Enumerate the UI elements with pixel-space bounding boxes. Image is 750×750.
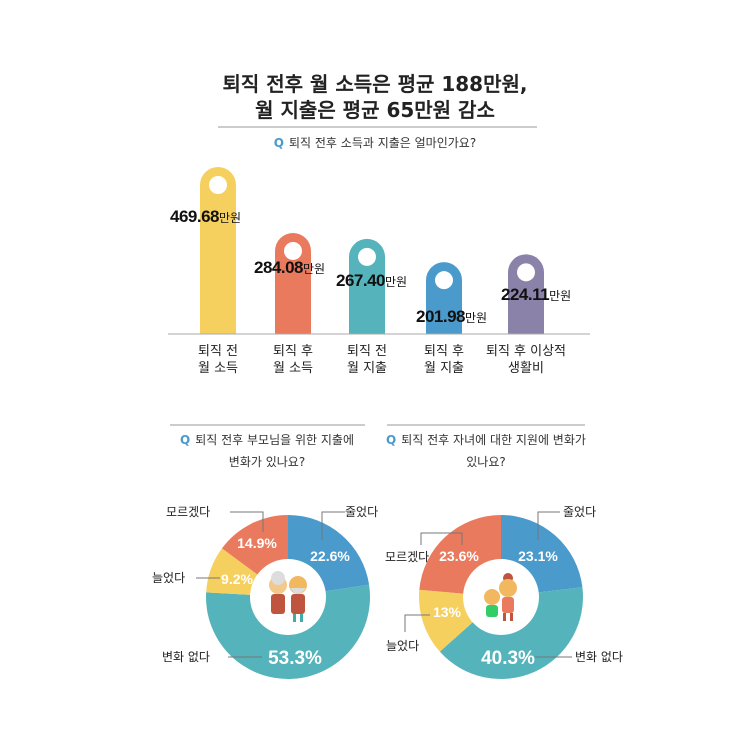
bar	[508, 254, 544, 334]
bar-value-label: 224.11만원	[501, 285, 571, 304]
bar-category-label: 퇴직 전	[347, 344, 387, 359]
bar	[426, 262, 462, 334]
elderly-couple-icon	[269, 571, 307, 622]
bar-category-label: 퇴직 후 이상적	[486, 344, 566, 359]
bar-value-label: 201.98만원	[416, 307, 487, 326]
pie2-label-decreased: 줄었다	[563, 505, 596, 519]
bar	[200, 167, 236, 334]
bar-category-label: 월 지출	[347, 361, 387, 376]
bar	[349, 238, 385, 334]
bar-category-label: 월 지출	[424, 361, 464, 376]
pie2-label-nochange: 변화 없다	[575, 650, 623, 664]
leader-line	[537, 511, 560, 540]
leader-line	[420, 532, 463, 545]
pie1-question-line1: Q 퇴직 전후 부모님을 위한 지출에	[180, 433, 354, 447]
bar-category-label: 퇴직 후	[424, 344, 464, 359]
bar-value-label: 267.40만원	[336, 271, 407, 290]
bar-question: Q 퇴직 전후 소득과 지출은 얼마인가요?	[274, 136, 476, 150]
pie1-label-increased: 늘었다	[152, 571, 185, 585]
pie2-pct-decreased: 23.1%	[518, 548, 558, 564]
bar-cap-dot	[517, 263, 535, 282]
donut-hole	[250, 559, 326, 635]
bar-category-label: 생활비	[508, 361, 544, 376]
donut-hole	[463, 559, 539, 635]
bar-cap-dot	[284, 241, 302, 260]
bar-category-label: 퇴직 후	[273, 344, 313, 359]
leader-line	[321, 511, 345, 540]
bar-value-label: 469.68만원	[170, 207, 241, 226]
pie2-question-line1: Q 퇴직 전후 자녀에 대한 지원에 변화가	[386, 433, 586, 447]
pie1-label-decreased: 줄었다	[345, 505, 378, 519]
pie-chart-children	[418, 515, 583, 679]
pie1-question-line2: 변화가 있나요?	[229, 455, 305, 469]
pie1-pct-unknown: 14.9%	[237, 535, 277, 551]
pie2-pct-unknown: 23.6%	[439, 548, 479, 564]
pie2-question-line2: 있나요?	[466, 455, 506, 469]
pie1-pct-decreased: 22.6%	[310, 548, 350, 564]
leader-line	[230, 511, 264, 532]
bar-category-label: 퇴직 전	[198, 344, 238, 359]
pie1-label-unknown: 모르겠다	[166, 505, 210, 519]
pie2-pct-nochange: 40.3%	[481, 648, 535, 669]
leader-line	[404, 614, 430, 632]
bar-category-label: 월 소득	[273, 361, 313, 376]
pie2-label-increased: 늘었다	[386, 639, 419, 653]
bar-value-label: 284.08만원	[254, 258, 325, 277]
pie1-label-nochange: 변화 없다	[162, 650, 210, 664]
title-line-2: 월 지출은 평균 65만원 감소	[255, 98, 495, 122]
pie1-pct-increased: 9.2%	[221, 571, 253, 587]
bar-cap-dot	[209, 176, 227, 194]
bar-category-label: 월 소득	[198, 361, 238, 376]
title-line-1: 퇴직 전후 월 소득은 평균 188만원,	[223, 72, 528, 96]
bar-cap-dot	[435, 271, 453, 290]
bar-cap-dot	[358, 247, 376, 266]
pie2-label-unknown: 모르겠다	[385, 550, 429, 564]
pie1-pct-nochange: 53.3%	[268, 648, 322, 669]
bar	[275, 232, 311, 334]
pie2-pct-increased: 13%	[433, 604, 462, 620]
children-icon	[484, 573, 517, 621]
